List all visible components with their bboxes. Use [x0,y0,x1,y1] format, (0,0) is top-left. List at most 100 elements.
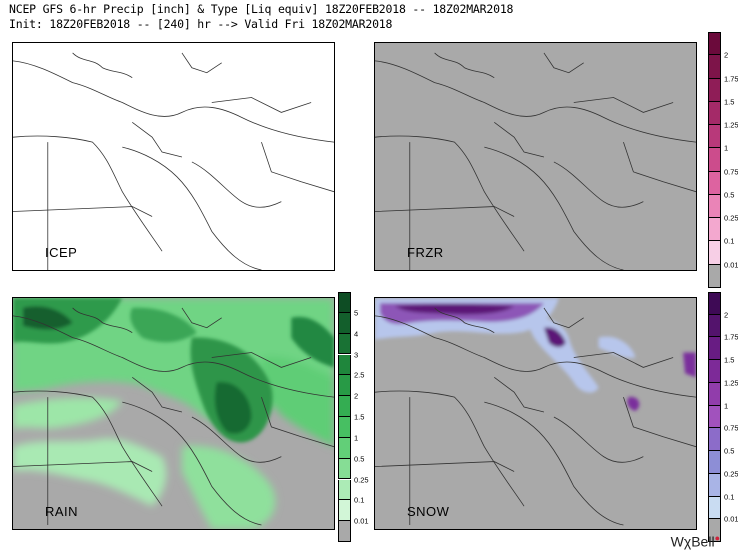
map-border-line [434,307,495,334]
map-border-line [13,461,153,472]
snow-colorbar-tick: 1.25 [724,378,738,388]
map-border-line [191,161,282,208]
frzr-colorbar-segment [708,148,721,172]
map-border-line [122,401,262,526]
snow-colorbar-tick: 1 [724,401,729,411]
snow-colorbar-tick: 0.25 [724,469,738,479]
map-border-line [181,307,222,329]
map-border-line [623,142,696,193]
frzr-colorbar-tick: 1.75 [724,74,738,84]
snow-colorbar-tick: 1.75 [724,332,738,342]
rain-colorbar-segment [338,396,351,417]
icep-panel-label: ICEP [45,245,78,260]
rain-colorbar-tick: 2.5 [354,370,365,380]
rain-colorbar: 5 4 3 2.5 2 1.5 1 0.5 0.25 0.1 0.01 [338,292,369,542]
rain-colorbar-segment [338,458,351,480]
map-border-line [261,142,334,193]
frzr-colorbar-tick: 1 [724,143,729,153]
logo-dot-icon: ● [714,533,720,544]
rain-colorbar-tick: 0.1 [354,495,365,505]
map-border-line [375,60,696,143]
weatherbell-logo: WχBell● [671,533,720,550]
snow-colorbar-segment [708,292,721,315]
rain-colorbar-tick: 5 [354,308,359,318]
map-border-line [211,352,312,368]
rain-colorbar-tick: 0.5 [354,454,365,464]
frzr-colorbar-tick: 0.5 [724,190,735,200]
rain-colorbar-segment [338,354,351,376]
frzr-colorbar-segment [708,171,721,195]
frzr-colorbar-segment [708,218,721,242]
map-border-line [494,376,545,413]
init-valid-line: Init: 18Z20FEB2018 -- [240] hr --> Valid… [9,17,393,31]
frzr-colorbar: 2 1.75 1.5 1.25 1 0.75 0.5 0.25 0.1 0.01 [708,32,738,288]
rain-map-panel: RAIN [12,297,335,530]
snow-colorbar-segment [708,337,721,361]
rain-colorbar-tick: 1 [354,433,359,443]
rain-colorbar-segment [338,417,351,438]
weatherbell-logo-text: WχBell [670,534,715,550]
snow-colorbar-segment [708,382,721,406]
rain-colorbar-tick: 0.01 [354,516,369,526]
map-border-line [494,121,545,158]
snow-colorbar-segment [708,428,721,452]
map-border-line [434,52,495,79]
frzr-colorbar-tick: 0.75 [724,167,738,177]
map-border-line [13,390,163,507]
frzr-colorbar-tick: 0.01 [724,260,738,270]
map-border-line [484,401,624,526]
frzr-colorbar-tick: 0.1 [724,236,735,246]
map-border-line [573,352,674,368]
snow-colorbar-tick: 0.5 [724,446,735,456]
frzr-colorbar-tick: 0.25 [724,213,738,223]
map-border-line [191,416,282,463]
rain-colorbar-segment [338,292,351,313]
map-border-line [375,461,515,472]
map-border-line [13,315,334,398]
map-border-line [623,397,696,448]
map-border-line [13,60,334,143]
rain-colorbar-segment [338,437,351,459]
map-border-line [543,52,584,74]
frzr-colorbar-segment [708,101,721,126]
map-border-line [553,416,644,463]
rain-colorbar-tick: 1.5 [354,412,365,422]
frzr-colorbar-segment [708,125,721,149]
rain-colorbar-tick: 3 [354,350,359,359]
snow-colorbar-segment [708,314,721,338]
frzr-colorbar-tick: 1.5 [724,97,735,107]
map-border-line [211,97,312,113]
snow-panel-label: SNOW [407,504,450,519]
snow-colorbar-segment [708,451,721,474]
rain-panel-label: RAIN [45,504,79,519]
frzr-colorbar-segment [708,55,721,79]
rain-colorbar-segment [338,479,351,501]
map-border-line [484,146,624,270]
map-border-line [375,315,696,398]
snow-colorbar-segment [708,405,721,429]
frzr-map [375,52,696,270]
snow-colorbar: 2 1.75 1.5 1.25 1 0.75 0.5 0.25 0.1 0.01 [708,292,738,542]
snow-colorbar-segment [708,473,721,497]
map-border-line [122,146,262,270]
rain-colorbar-tick: 4 [354,329,359,339]
rain-colorbar-segment [338,333,351,355]
map-border-line [72,307,133,334]
frzr-colorbar-segment [708,241,721,265]
map-border-line [375,135,525,252]
map-border-line [13,135,163,252]
snow-colorbar-segment [708,496,721,520]
map-border-line [573,97,674,113]
frzr-colorbar-segment [708,264,721,288]
map-border-line [13,206,153,217]
snow-field [375,298,696,412]
map-border-line [543,307,584,329]
frzr-colorbar-tick: 2 [724,50,729,60]
snow-colorbar-tick: 1.5 [724,355,735,365]
snow-colorbar-segment [708,360,721,383]
map-border-line [375,206,515,217]
frzr-colorbar-segment [708,194,721,219]
map-border-line [553,161,644,208]
snow-colorbar-tick: 0.1 [724,492,735,502]
frzr-panel-label: FRZR [407,245,444,260]
